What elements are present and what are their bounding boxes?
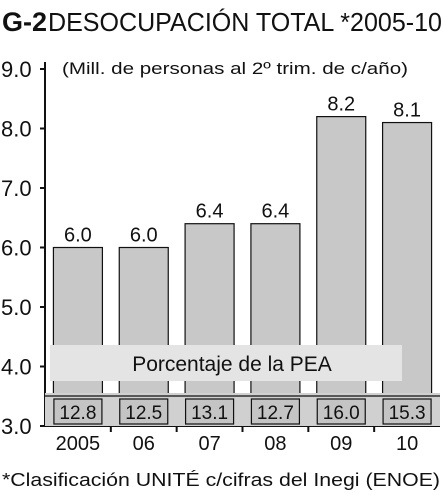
chart-title-code: G-2 (2, 7, 47, 37)
pea-label: Porcentaje de la PEA (132, 353, 332, 376)
x-tick-label: 2005 (56, 433, 101, 455)
bar-value-label: 6.0 (130, 225, 158, 247)
chart-subtitle: (Mill. de personas al 2º trim. de c/año) (62, 59, 408, 78)
y-tick-label: 4.0 (1, 355, 32, 380)
bar (184, 223, 235, 427)
y-tick-label: 3.0 (1, 414, 32, 439)
bar-value-label: 6.0 (64, 225, 92, 247)
bar-value-label: 6.4 (196, 201, 224, 223)
y-tick-label: 8.0 (1, 117, 32, 142)
pea-value: 15.3 (389, 403, 426, 424)
pea-value: 16.0 (323, 403, 360, 424)
pea-value-box (184, 398, 235, 425)
pea-value-box (316, 398, 366, 425)
bar (250, 223, 301, 427)
y-ticks: 3.0 4.0 5.0 6.0 7.0 8.0 9.0 (1, 57, 45, 439)
x-tick-label: 07 (198, 433, 220, 455)
pea-value-box (53, 398, 103, 425)
x-ticks: 2005 06 07 08 09 10 (56, 426, 418, 455)
bars: 6.0 6.0 6.4 6.4 8.2 8.1 (52, 94, 433, 427)
bar-value-label: 8.2 (327, 94, 355, 116)
x-tick-label: 06 (133, 433, 155, 455)
pea-boxes: 12.8 12.5 13.1 12.7 16.0 15.3 (53, 398, 432, 425)
pea-value: 12.5 (125, 403, 162, 424)
pea-value-box (250, 398, 301, 425)
pea-value-box (382, 398, 432, 425)
bar-value-label: 6.4 (262, 201, 290, 223)
footnote: *Clasificación UNITÉ c/cifras del Inegi … (2, 470, 440, 490)
pea-label-band (50, 345, 402, 381)
pea-value-box (119, 398, 169, 425)
x-tick-label: 08 (264, 433, 286, 455)
pea-strip (45, 393, 440, 426)
pea-value: 12.7 (257, 403, 294, 424)
y-tick-label: 6.0 (1, 236, 32, 261)
x-tick-label: 09 (330, 433, 352, 455)
pea-value: 13.1 (191, 403, 228, 424)
x-tick-label: 10 (396, 433, 418, 455)
y-tick-label: 7.0 (1, 176, 32, 201)
y-tick-label: 5.0 (1, 295, 32, 320)
chart-title: DESOCUPACIÓN TOTAL *2005-10 (48, 7, 442, 37)
bar-value-label: 8.1 (393, 100, 421, 122)
y-tick-label: 9.0 (1, 57, 32, 82)
pea-value: 12.8 (59, 403, 96, 424)
